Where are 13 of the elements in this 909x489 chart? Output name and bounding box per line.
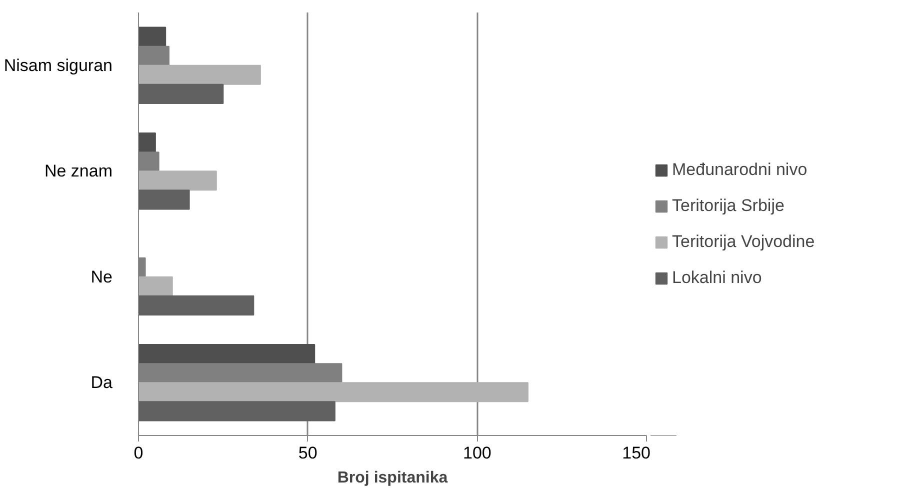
y-tick-label: Da xyxy=(90,373,114,392)
x-tick-label: 150 xyxy=(622,444,651,462)
x-axis-title: Broj ispitanika xyxy=(337,470,448,486)
y-tick-label: Ne znam xyxy=(44,162,113,181)
legend-label: Međunarodni nivo xyxy=(672,160,808,180)
legend-label: Teritorija Srbije xyxy=(672,196,784,216)
legend-label: Teritorija Vojvodine xyxy=(672,232,815,252)
y-tick-label: Nisam siguran xyxy=(4,56,113,75)
x-tick-label: 50 xyxy=(298,444,318,462)
x-tick-label: 100 xyxy=(462,444,492,462)
x-tick-label: 0 xyxy=(134,444,144,462)
legend-label: Lokalni nivo xyxy=(672,268,762,288)
y-tick-label: Ne xyxy=(90,267,113,286)
